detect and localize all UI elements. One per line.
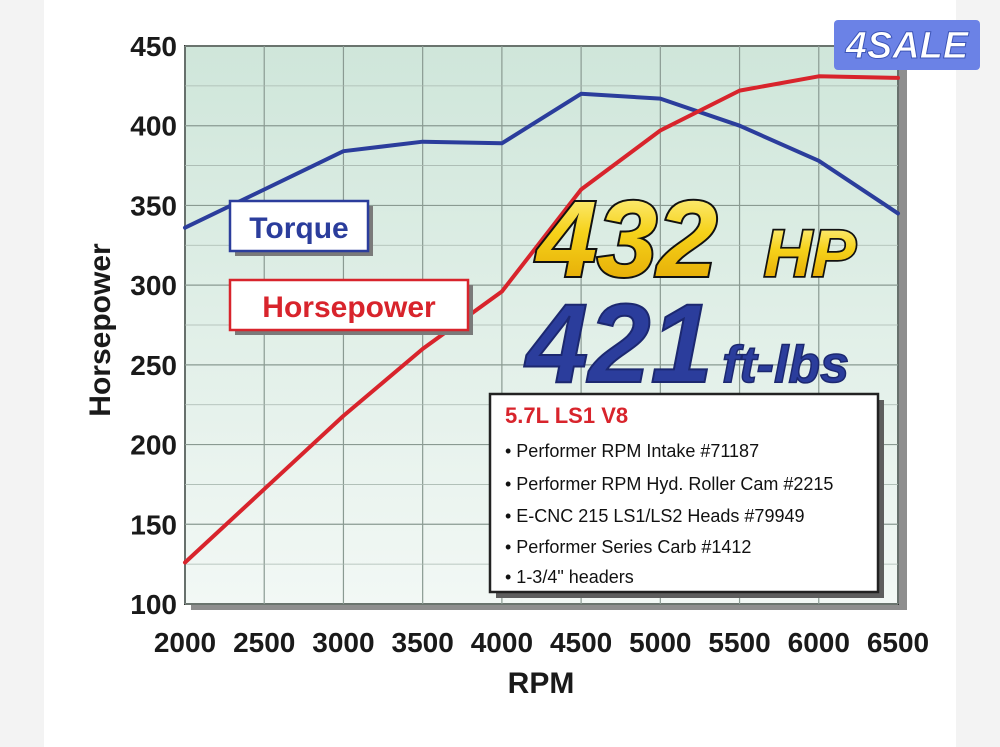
x-tick-label: 2000 <box>154 627 216 658</box>
y-axis-title: Horsepower <box>84 243 117 417</box>
y-tick-label: 250 <box>130 350 177 381</box>
peak-torque-value: 421 <box>524 281 713 406</box>
peak-hp-unit: HP <box>764 216 857 290</box>
y-tick-label: 300 <box>130 270 177 301</box>
x-tick-label: 3000 <box>312 627 374 658</box>
legend-torque-box <box>228 199 370 253</box>
x-tick-label: 4500 <box>550 627 612 658</box>
legend-horsepower-label: Horsepower <box>262 291 436 324</box>
y-tick-label: 150 <box>130 509 177 540</box>
y-tick-label: 100 <box>130 589 177 620</box>
spec-item: • E-CNC 215 LS1/LS2 Heads #79949 <box>505 506 805 526</box>
peak-torque-callout: 421 ft-lbs <box>523 280 850 407</box>
y-tick-label: 400 <box>130 111 177 142</box>
legend-horsepower: Horsepower <box>228 278 473 335</box>
x-tick-label: 6500 <box>867 627 929 658</box>
y-tick-labels: 100 150 200 250 300 350 400 450 <box>130 31 177 620</box>
y-tick-label: 200 <box>130 430 177 461</box>
x-axis-title: RPM <box>508 667 575 700</box>
x-tick-label: 2500 <box>233 627 295 658</box>
spec-item: • Performer Series Carb #1412 <box>505 537 751 557</box>
horsepower-line <box>183 74 900 565</box>
for-sale-badge-bg <box>834 20 980 70</box>
legend-torque-label: Torque <box>249 212 348 245</box>
legend-torque: Torque <box>228 199 373 256</box>
spec-item: • Performer RPM Intake #71187 <box>505 441 759 461</box>
spec-title: 5.7L LS1 V8 <box>505 403 628 428</box>
spec-box-frame <box>488 392 880 594</box>
spec-box: 5.7L LS1 V8 • Performer RPM Intake #7118… <box>488 392 884 598</box>
torque-line <box>183 91 900 230</box>
legend-horsepower-box <box>228 278 470 332</box>
x-tick-label: 4000 <box>471 627 533 658</box>
x-tick-labels: 2000 2500 3000 3500 4000 4500 5000 5500 6000 6500 <box>154 627 929 658</box>
x-tick-label: 5000 <box>629 627 691 658</box>
x-tick-label: 6000 <box>788 627 850 658</box>
for-sale-badge-label: 4SALE <box>845 25 970 67</box>
for-sale-badge: 4SALE <box>834 20 980 70</box>
spec-item: • 1-3/4" headers <box>505 567 634 587</box>
x-tick-label: 3500 <box>392 627 454 658</box>
y-tick-label: 350 <box>130 190 177 221</box>
y-tick-label: 450 <box>130 31 177 62</box>
spec-item: • Performer RPM Hyd. Roller Cam #2215 <box>505 474 833 494</box>
series-lines <box>183 74 900 565</box>
peak-hp-callout: 432 HP <box>533 176 858 301</box>
peak-hp-value: 432 <box>535 178 717 299</box>
peak-torque-unit: ft-lbs <box>722 336 849 394</box>
x-tick-label: 5500 <box>708 627 770 658</box>
